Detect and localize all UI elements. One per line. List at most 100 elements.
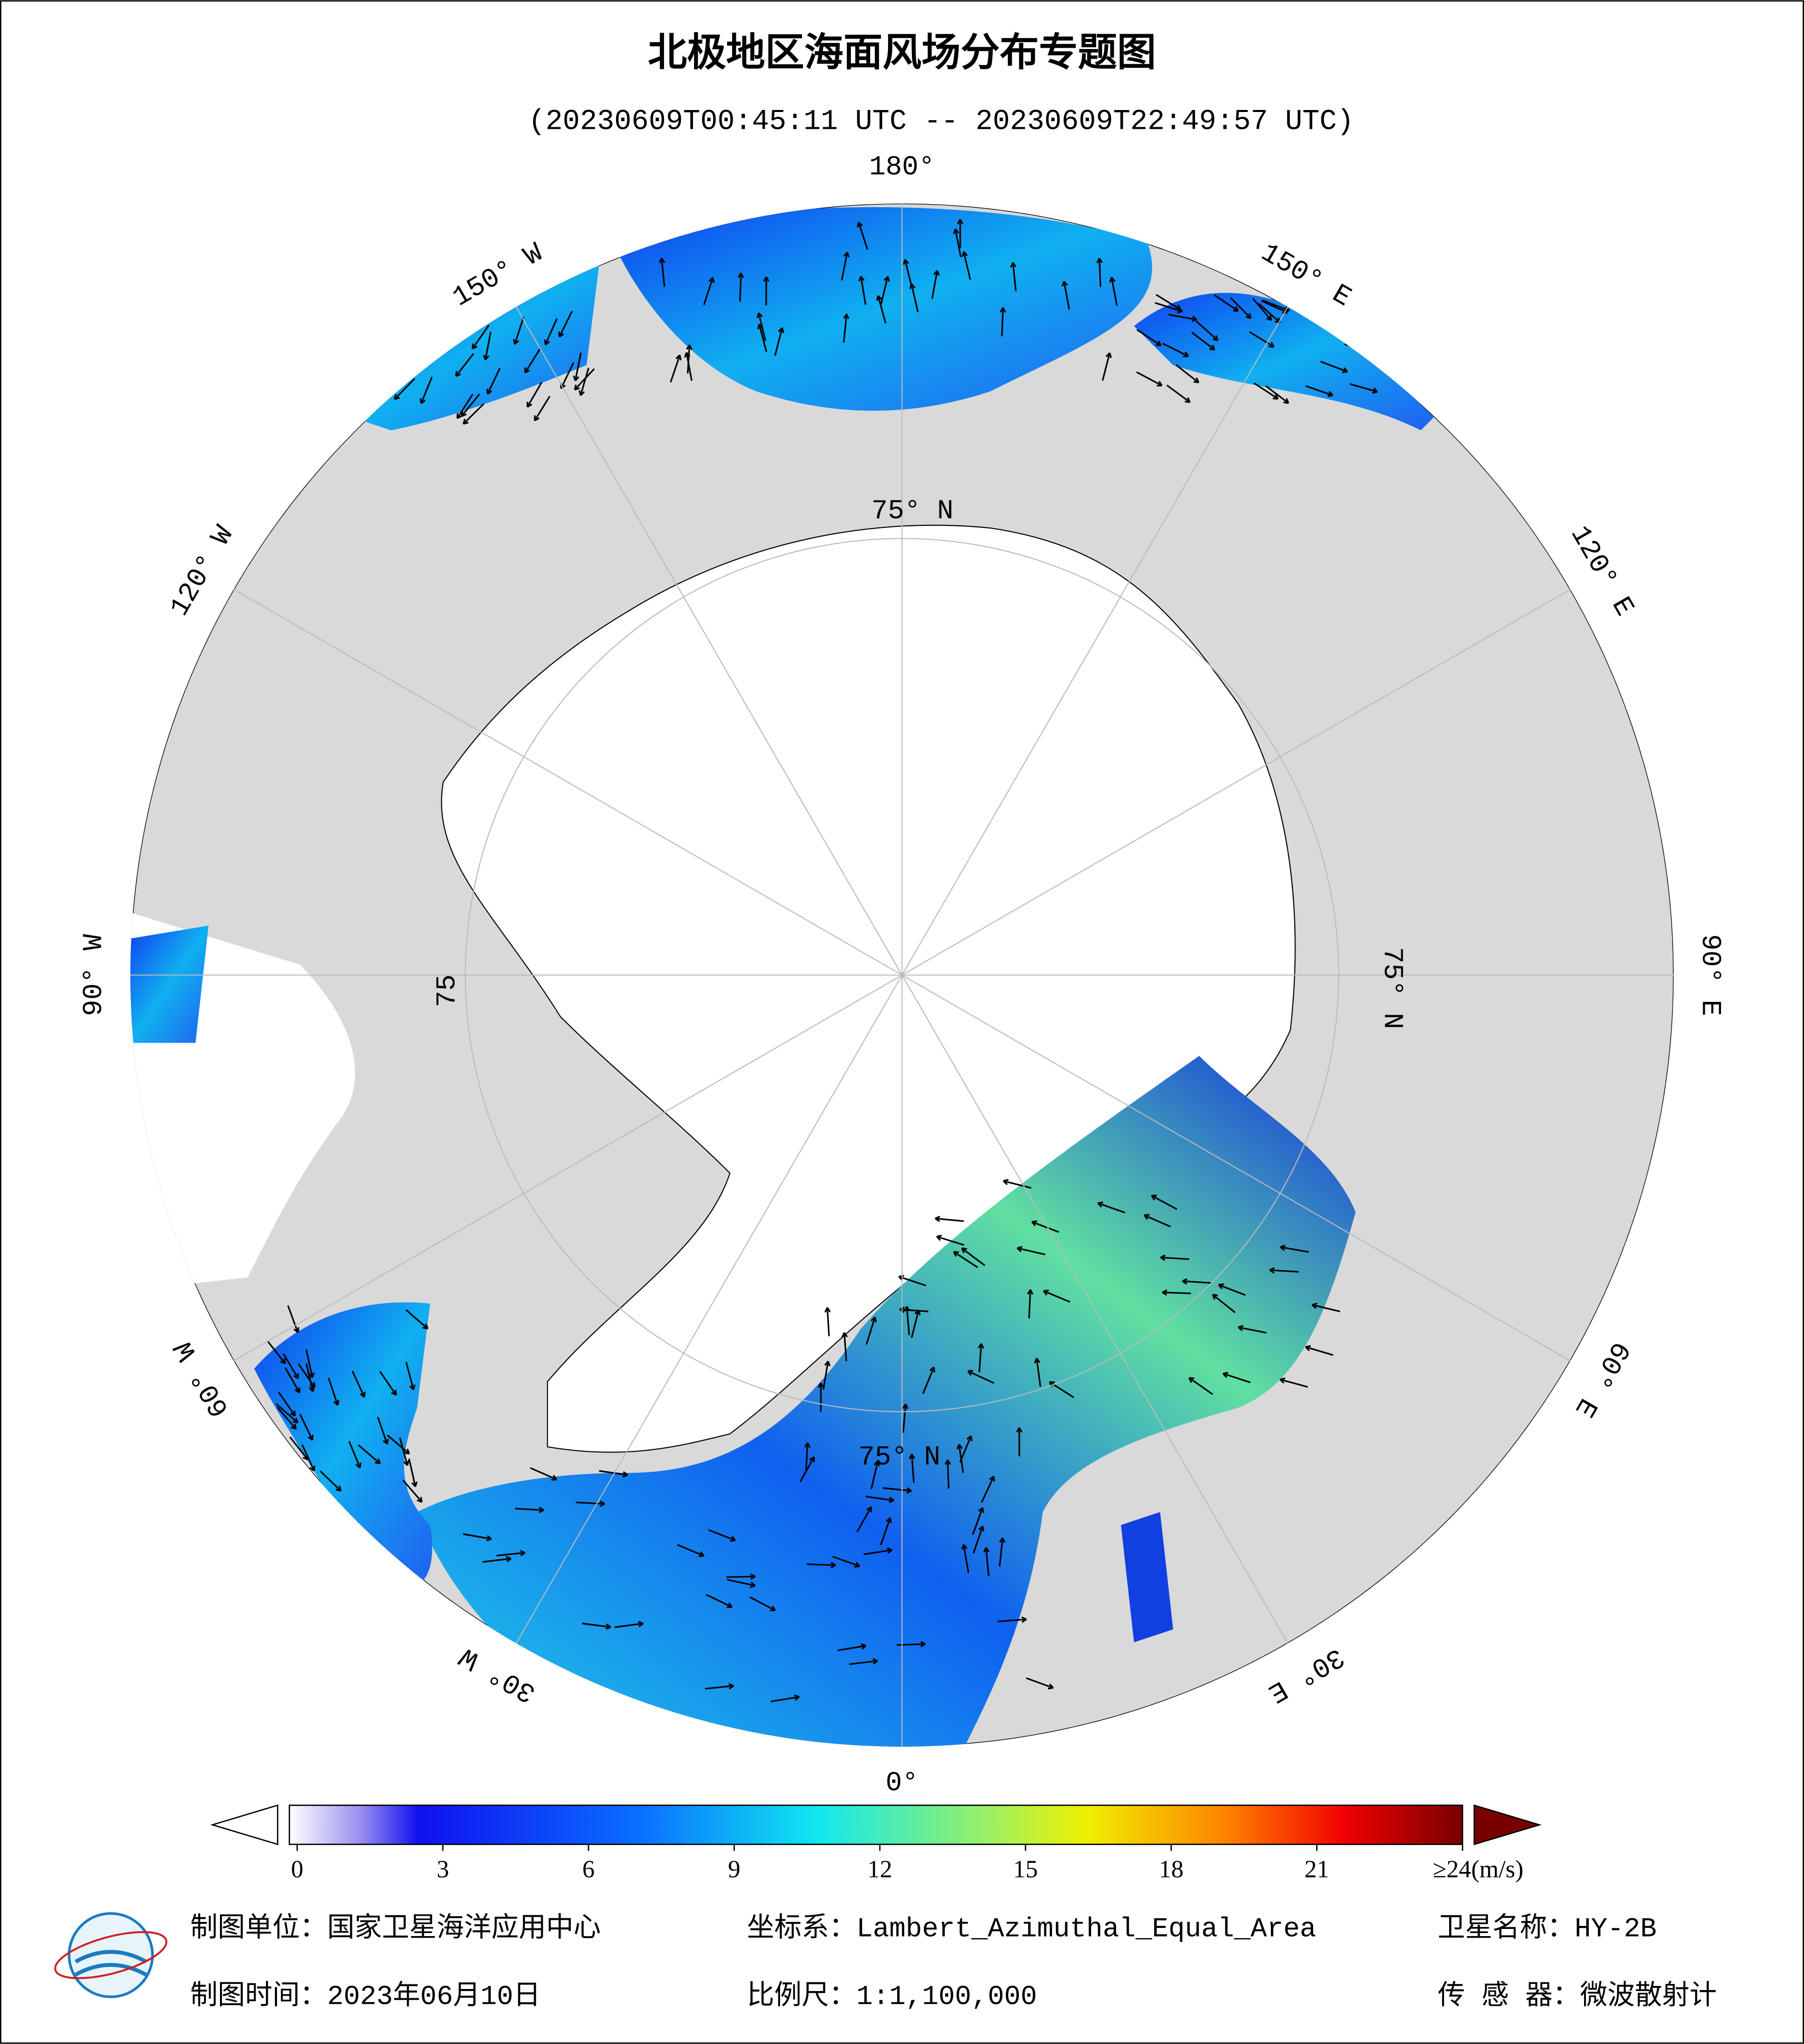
wind-arrow	[399, 1437, 410, 1466]
wind-arrow	[1025, 1677, 1054, 1690]
wind-arrow	[1010, 262, 1017, 291]
longitude-label: 180°	[869, 152, 935, 183]
meridian	[901, 974, 1289, 1644]
wind-arrow	[1222, 1371, 1251, 1383]
wind-arrow	[1016, 1246, 1046, 1255]
wind-arrow	[770, 1694, 800, 1702]
wind-arrow	[496, 1550, 525, 1557]
wind-arrow	[726, 1573, 756, 1580]
meridian	[233, 589, 903, 976]
wind-arrow	[880, 1517, 892, 1546]
wind-arrow	[902, 1404, 909, 1433]
wind-arrow	[486, 368, 501, 395]
wind-arrow	[737, 272, 744, 302]
wind-arrow	[922, 1366, 935, 1394]
wind-arrow	[1196, 321, 1219, 342]
wind-arrow	[997, 1616, 1027, 1623]
wind-arrow	[1143, 1214, 1171, 1227]
wind-arrow	[1162, 343, 1189, 357]
colorbar-tick-label: 0	[291, 1856, 303, 1883]
wind-arrow	[1136, 371, 1163, 387]
colorbar-tick-label: 18	[1159, 1856, 1184, 1883]
wind-arrow	[576, 1500, 605, 1507]
wind-arrow	[386, 1434, 410, 1455]
wind-arrow	[931, 270, 940, 299]
wind-arrow	[972, 1507, 984, 1535]
colorbar-tick-label: 15	[1013, 1856, 1038, 1883]
colorbar-tick-label: 9	[728, 1856, 740, 1883]
wind-arrow	[757, 323, 767, 352]
wind-arrow	[708, 1529, 736, 1542]
wind-arrow	[526, 381, 543, 408]
wind-arrow	[1191, 331, 1215, 351]
wind-arrow	[394, 378, 415, 400]
wind-arrow	[1151, 1194, 1178, 1210]
wind-arrow	[953, 1251, 979, 1268]
meridian	[901, 974, 1571, 1361]
wind-arrow	[684, 352, 693, 381]
wind-arrow	[804, 1442, 811, 1472]
wind-arrow	[1182, 1278, 1211, 1285]
colorbar-tick-label: 6	[582, 1856, 595, 1883]
wind-arrow	[1252, 298, 1272, 321]
graticule	[130, 203, 1674, 1747]
wind-arrow	[278, 1391, 296, 1417]
meridian	[901, 306, 1289, 975]
wind-arrow	[705, 1683, 734, 1690]
wind-arrow	[599, 1470, 628, 1478]
wind-arrow	[456, 394, 474, 419]
wind-arrow	[843, 313, 850, 343]
wind-arrow	[837, 1643, 867, 1651]
footer: 制图单位：国家卫星海洋应用中心 坐标系：Lambert_Azimuthal_Eq…	[54, 1912, 1717, 2013]
wind-arrow	[1168, 314, 1198, 322]
wind-arrow	[973, 1525, 985, 1554]
wind-arrow	[544, 318, 558, 346]
wind-arrow	[348, 1441, 362, 1469]
wind-arrow	[1175, 364, 1200, 383]
title: 北极地区海面风场分布专题图	[648, 30, 1156, 75]
wind-arrow	[961, 1247, 985, 1266]
wind-arrow	[1016, 1427, 1023, 1457]
wind-arrow	[1034, 1358, 1041, 1387]
wind-arrow	[284, 1367, 300, 1393]
wind-arrow	[1265, 385, 1290, 404]
wind-arrow	[379, 1370, 397, 1396]
wind-arrow	[1188, 1377, 1213, 1395]
wind-arrow	[462, 403, 485, 425]
wind-arrow	[706, 1593, 733, 1608]
wind-arrow	[841, 251, 850, 281]
wind-arrow	[1230, 297, 1252, 319]
wind-arrow	[998, 1537, 1006, 1567]
wind-alaska	[352, 261, 600, 431]
wind-arrow	[703, 277, 715, 305]
wind-arrow	[658, 258, 665, 287]
wind-arrow	[405, 1362, 416, 1390]
wind-arrow	[856, 1506, 872, 1533]
wind-arrow	[904, 1306, 910, 1335]
wind-arrow	[482, 1556, 512, 1563]
colorbar-over-arrow	[1474, 1804, 1542, 1845]
wind-arrow	[408, 1458, 418, 1488]
wind-arrow	[841, 1332, 848, 1361]
wind-arrow	[961, 251, 972, 280]
wind-arrow	[866, 1317, 877, 1345]
wind-arrow	[863, 1547, 893, 1555]
satellite: 卫星名称：HY-2B	[1438, 1913, 1657, 1945]
wind-arrow	[686, 344, 692, 374]
wind-arrow	[530, 1467, 558, 1481]
latitude-label: 75° N	[858, 1442, 940, 1473]
wind-arrow	[275, 1403, 299, 1424]
wind-arrow	[936, 1235, 964, 1246]
wind-arrow	[903, 259, 913, 288]
wind-arrow	[513, 317, 524, 345]
latitude-label: 75° N	[871, 496, 953, 527]
wind-arrow	[959, 1435, 973, 1463]
sensor: 传 感 器：微波散射计	[1438, 1981, 1717, 2013]
wind-arrow	[283, 1353, 299, 1379]
subtitle: (20230609T00:45:11 UTC -- 20230609T22:49…	[528, 105, 1354, 137]
wind-arrow	[402, 1479, 423, 1503]
wind-arrow	[849, 1658, 878, 1665]
wind-arrow	[287, 1305, 299, 1333]
wind-arrow	[1269, 1267, 1299, 1274]
